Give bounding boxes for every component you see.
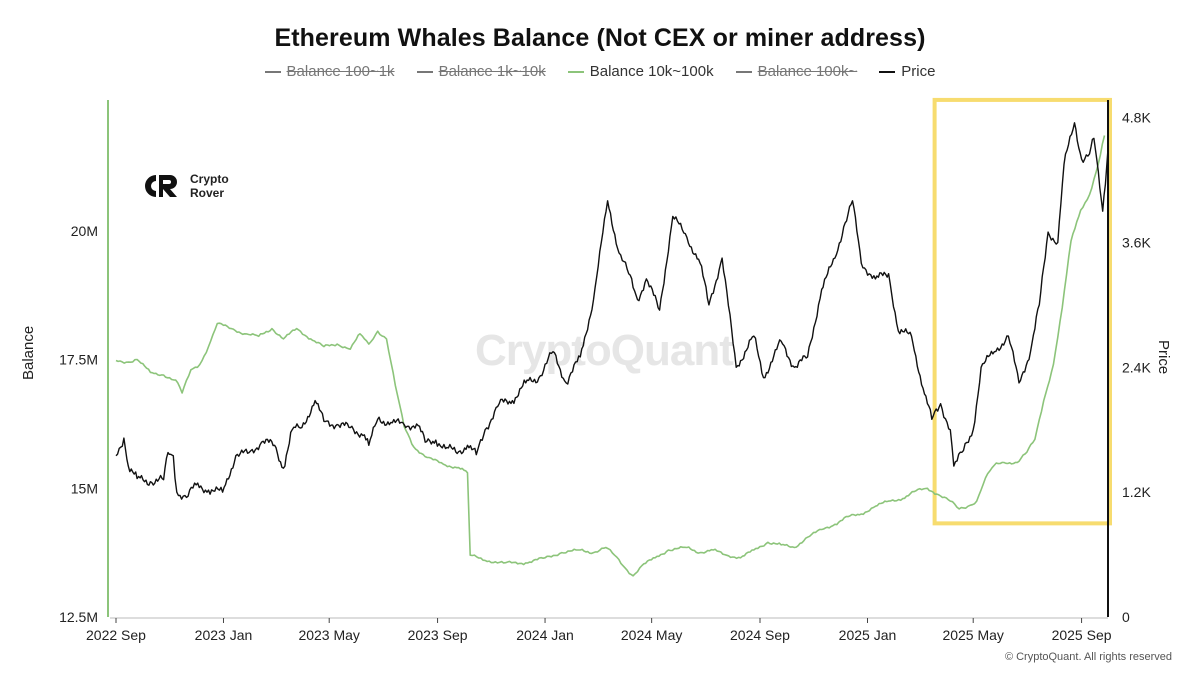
legend-item-price[interactable]: Price xyxy=(879,63,935,80)
x-tick-label: 2025 Jan xyxy=(839,627,897,643)
x-tick-label: 2023 Jan xyxy=(195,627,253,643)
y-tick-label: 15M xyxy=(71,480,98,496)
x-tick-label: 2025 May xyxy=(942,627,1003,643)
x-tick-label: 2024 Jan xyxy=(516,627,574,643)
x-tick-label: 2023 Sep xyxy=(408,627,468,643)
logo-text: Crypto Rover xyxy=(190,172,229,200)
legend-label: Balance 10k~100k xyxy=(589,63,714,80)
legend-swatch xyxy=(567,70,584,73)
watermark: CryptoQuant xyxy=(475,326,734,375)
y-tick-label: 12.5M xyxy=(59,609,98,625)
legend-item-balance-100k[interactable]: Balance 100k~ xyxy=(735,63,858,80)
y2-axis-ticks: 0 1.2K 2.4K 3.6K 4.8K xyxy=(1122,110,1151,625)
chart-title: Ethereum Whales Balance (Not CEX or mine… xyxy=(274,24,926,52)
highlight-box xyxy=(932,97,1113,526)
logo-line-2: Rover xyxy=(190,186,225,200)
crypto-rover-logo: Crypto Rover xyxy=(142,172,229,200)
legend-swatch xyxy=(879,70,896,73)
y2-tick-label: 2.4K xyxy=(1122,359,1151,375)
legend-item-balance-1k-10k[interactable]: Balance 1k~10k xyxy=(416,63,546,80)
legend-swatch xyxy=(416,70,433,73)
series-line-balance-10k-100k xyxy=(115,135,1106,577)
legend-label: Balance 100k~ xyxy=(757,63,858,80)
legend-label: Balance 1k~10k xyxy=(438,63,546,80)
y2-tick-label: 0 xyxy=(1122,609,1130,625)
copyright-footer: © CryptoQuant. All rights reserved xyxy=(1004,651,1172,663)
y-tick-label: 20M xyxy=(71,223,98,239)
logo-line-1: Crypto xyxy=(190,172,229,186)
y2-tick-label: 4.8K xyxy=(1122,110,1151,126)
y2-tick-label: 3.6K xyxy=(1122,234,1151,250)
x-tick-label: 2024 May xyxy=(621,627,682,643)
chart-legend: Balance 100~1k Balance 1k~10k Balance 10… xyxy=(0,63,1200,80)
legend-label: Price xyxy=(901,63,936,80)
legend-swatch xyxy=(735,70,752,73)
x-tick-label: 2025 Sep xyxy=(1052,627,1112,643)
legend-item-balance-100-1k[interactable]: Balance 100~1k xyxy=(264,63,395,80)
x-tick-label: 2023 May xyxy=(298,627,359,643)
x-axis-ticks: 2022 Sep 2023 Jan 2023 May 2023 Sep 2024 Jan… xyxy=(86,618,1112,643)
y2-tick-label: 1.2K xyxy=(1122,484,1151,500)
x-tick-label: 2024 Sep xyxy=(730,627,790,643)
legend-swatch xyxy=(264,70,281,73)
y-tick-label: 17.5M xyxy=(59,352,98,368)
series-line-price xyxy=(115,122,1109,500)
x-tick-label: 2022 Sep xyxy=(86,627,146,643)
legend-item-balance-10k-100k[interactable]: Balance 10k~100k xyxy=(567,63,714,80)
legend-label: Balance 100~1k xyxy=(286,63,395,80)
y-axis-ticks: 12.5M 15M 17.5M 20M xyxy=(59,223,98,625)
logo-mark-icon xyxy=(145,175,177,197)
